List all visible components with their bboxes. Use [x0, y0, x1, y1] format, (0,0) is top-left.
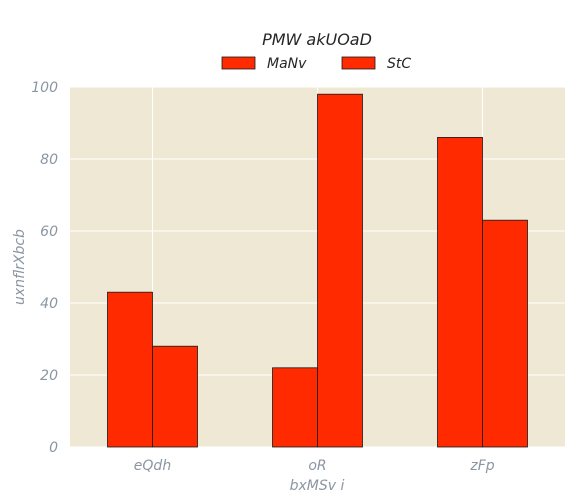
y-tick-label-1: 20: [40, 368, 58, 384]
legend-swatch-StC: [342, 57, 375, 69]
bar-StC-eQdh: [153, 346, 198, 447]
x-axis-label: bxMSv i: [290, 478, 345, 494]
y-tick-label-3: 60: [40, 224, 58, 240]
y-tick-labels: 0 20 40 60 80 100: [31, 80, 58, 456]
bar-MaNv-zFp: [438, 137, 483, 447]
x-tick-label-1: oR: [308, 458, 326, 474]
y-tick-label-5: 100: [31, 80, 58, 96]
legend-label-MaNv: MaNv: [267, 56, 307, 72]
bar-MaNv-oR: [273, 368, 318, 447]
y-tick-label-4: 80: [40, 152, 58, 168]
x-tick-labels: eQdh oR zFp: [134, 458, 495, 474]
x-tick-label-2: zFp: [469, 458, 494, 474]
bar-StC-oR: [318, 94, 363, 447]
y-tick-label-2: 40: [40, 296, 58, 312]
y-tick-label-0: 0: [49, 440, 58, 456]
y-axis-label: uxnflrXbcb: [12, 229, 28, 305]
bar-StC-zFp: [483, 220, 528, 447]
legend-label-StC: StC: [387, 56, 411, 72]
legend-swatch-MaNv: [222, 57, 255, 69]
chart-title: PMW akUOaD: [262, 30, 372, 49]
legend: MaNv StC: [222, 56, 411, 72]
x-tick-label-0: eQdh: [134, 458, 171, 474]
bar-MaNv-eQdh: [108, 292, 153, 447]
